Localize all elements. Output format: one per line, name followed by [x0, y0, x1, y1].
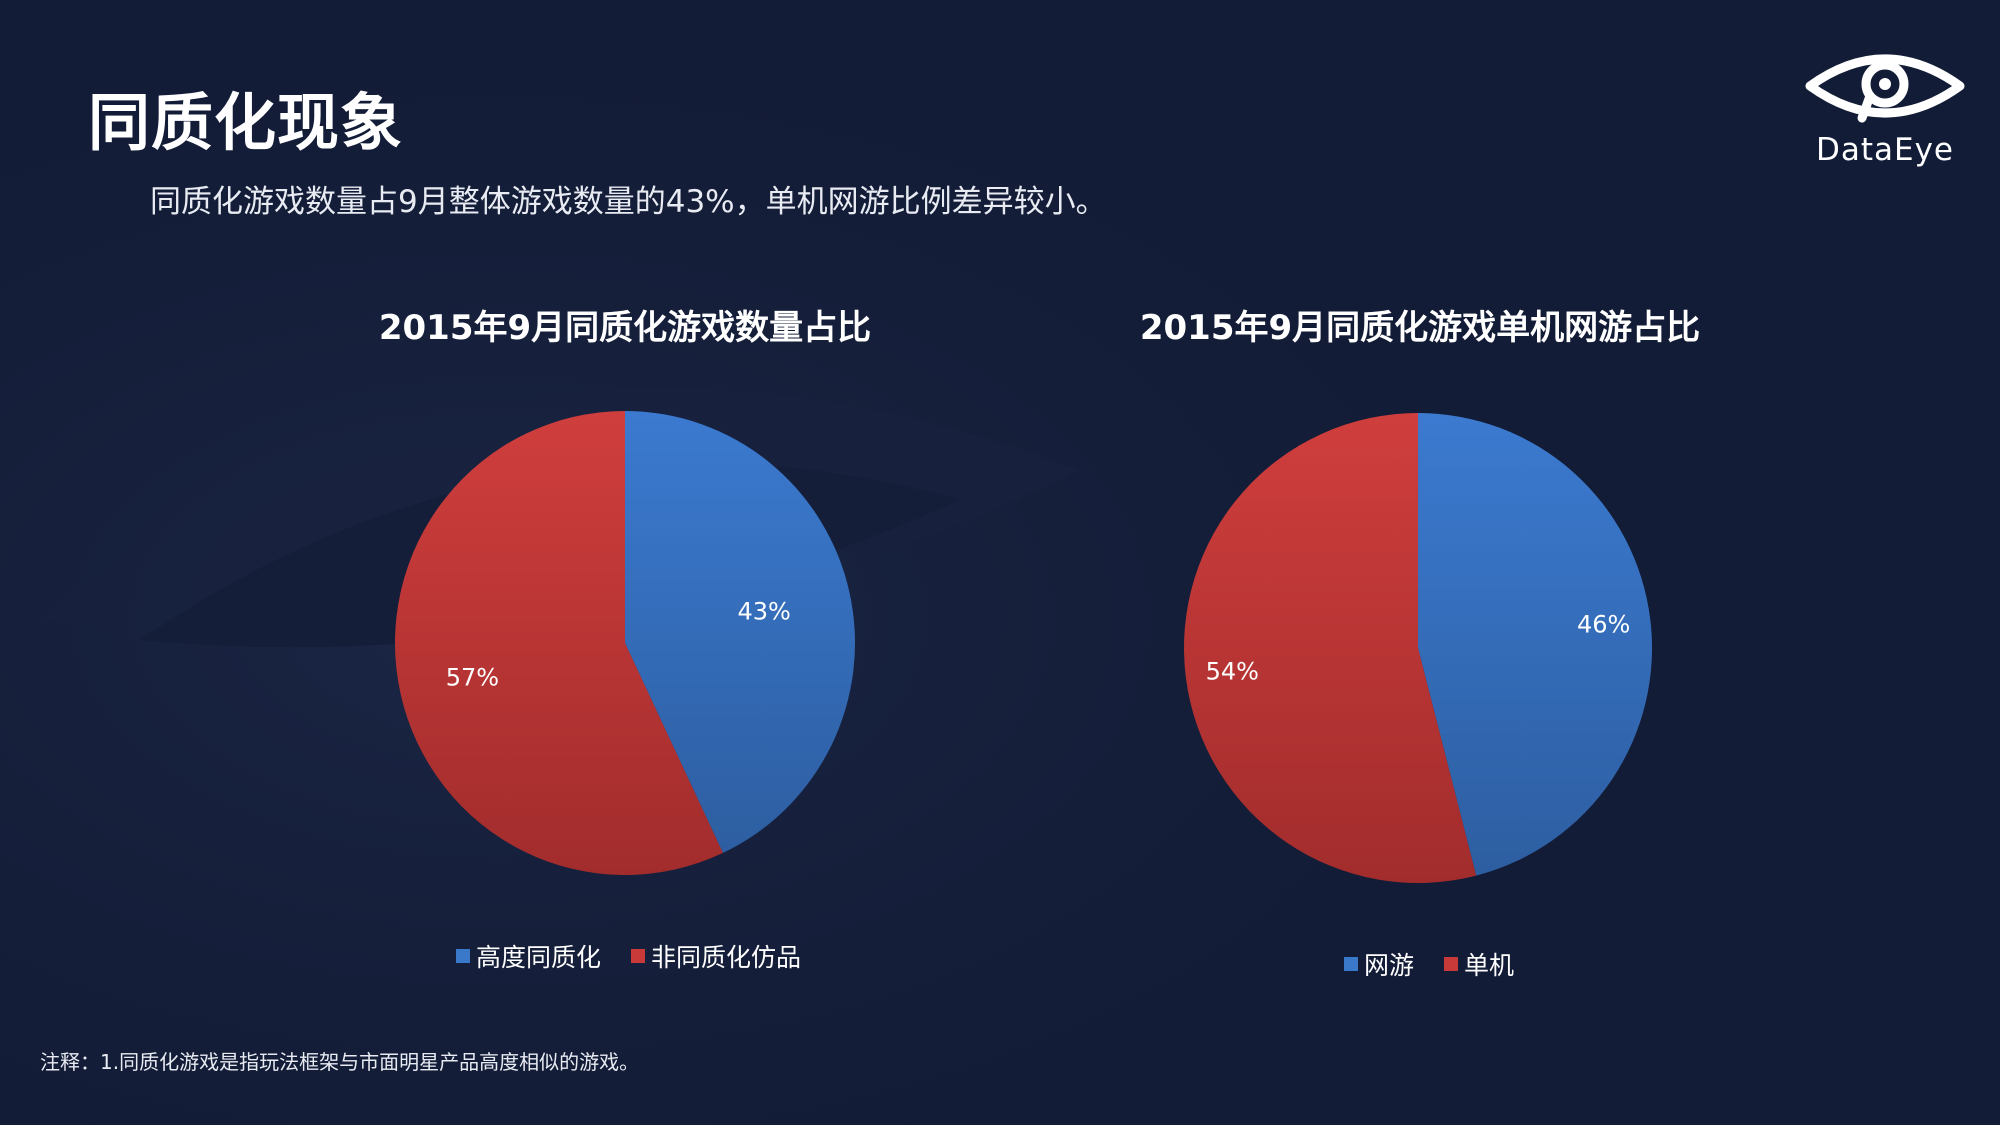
chart-1-title: 2015年9月同质化游戏数量占比 — [378, 308, 872, 348]
legend-label: 网游 — [1364, 951, 1415, 980]
page-subtitle: 同质化游戏数量占9月整体游戏数量的43%，单机网游比例差异较小。 — [150, 184, 1107, 220]
pie-slice-red — [395, 411, 723, 875]
legend-label: 非同质化仿品 — [651, 943, 802, 972]
chart-1-legend: 高度同质化 非同质化仿品 — [456, 938, 801, 974]
pie-data-label: 46% — [1577, 610, 1630, 638]
chart-2-legend: 网游 单机 — [1344, 946, 1514, 982]
legend-label: 高度同质化 — [476, 943, 602, 972]
pie-chart-1: 43% 57% — [395, 411, 856, 875]
logo-text: DataEye — [1815, 132, 1955, 168]
pie-data-label: 43% — [738, 598, 791, 626]
pie-data-label: 57% — [446, 663, 499, 691]
pie-data-label: 54% — [1206, 658, 1259, 686]
eye-logo-icon — [1805, 54, 1965, 123]
legend-item-online: 网游 — [1344, 946, 1414, 982]
pie-slice-red — [1184, 413, 1477, 884]
chart-2-title: 2015年9月同质化游戏单机网游占比 — [1139, 308, 1701, 348]
page-title: 同质化现象 — [88, 86, 404, 159]
legend-item-standalone: 单机 — [1444, 946, 1514, 982]
pie-slice-blue — [1418, 413, 1653, 876]
legend-item-non-homogeneous: 非同质化仿品 — [631, 938, 801, 974]
brand-logo: DataEye — [1790, 46, 1980, 176]
legend-swatch-blue — [1344, 957, 1358, 971]
pie-chart-2: 46% 54% — [1184, 413, 1653, 884]
legend-swatch-blue — [456, 949, 470, 963]
legend-item-high-homogeneity: 高度同质化 — [456, 938, 601, 974]
pie-slice-blue — [625, 411, 856, 853]
footnote: 注释：1.同质化游戏是指玩法框架与市面明星产品高度相似的游戏。 — [40, 1050, 640, 1074]
legend-label: 单机 — [1464, 951, 1515, 980]
legend-swatch-red — [1444, 957, 1459, 971]
legend-swatch-red — [631, 949, 646, 963]
